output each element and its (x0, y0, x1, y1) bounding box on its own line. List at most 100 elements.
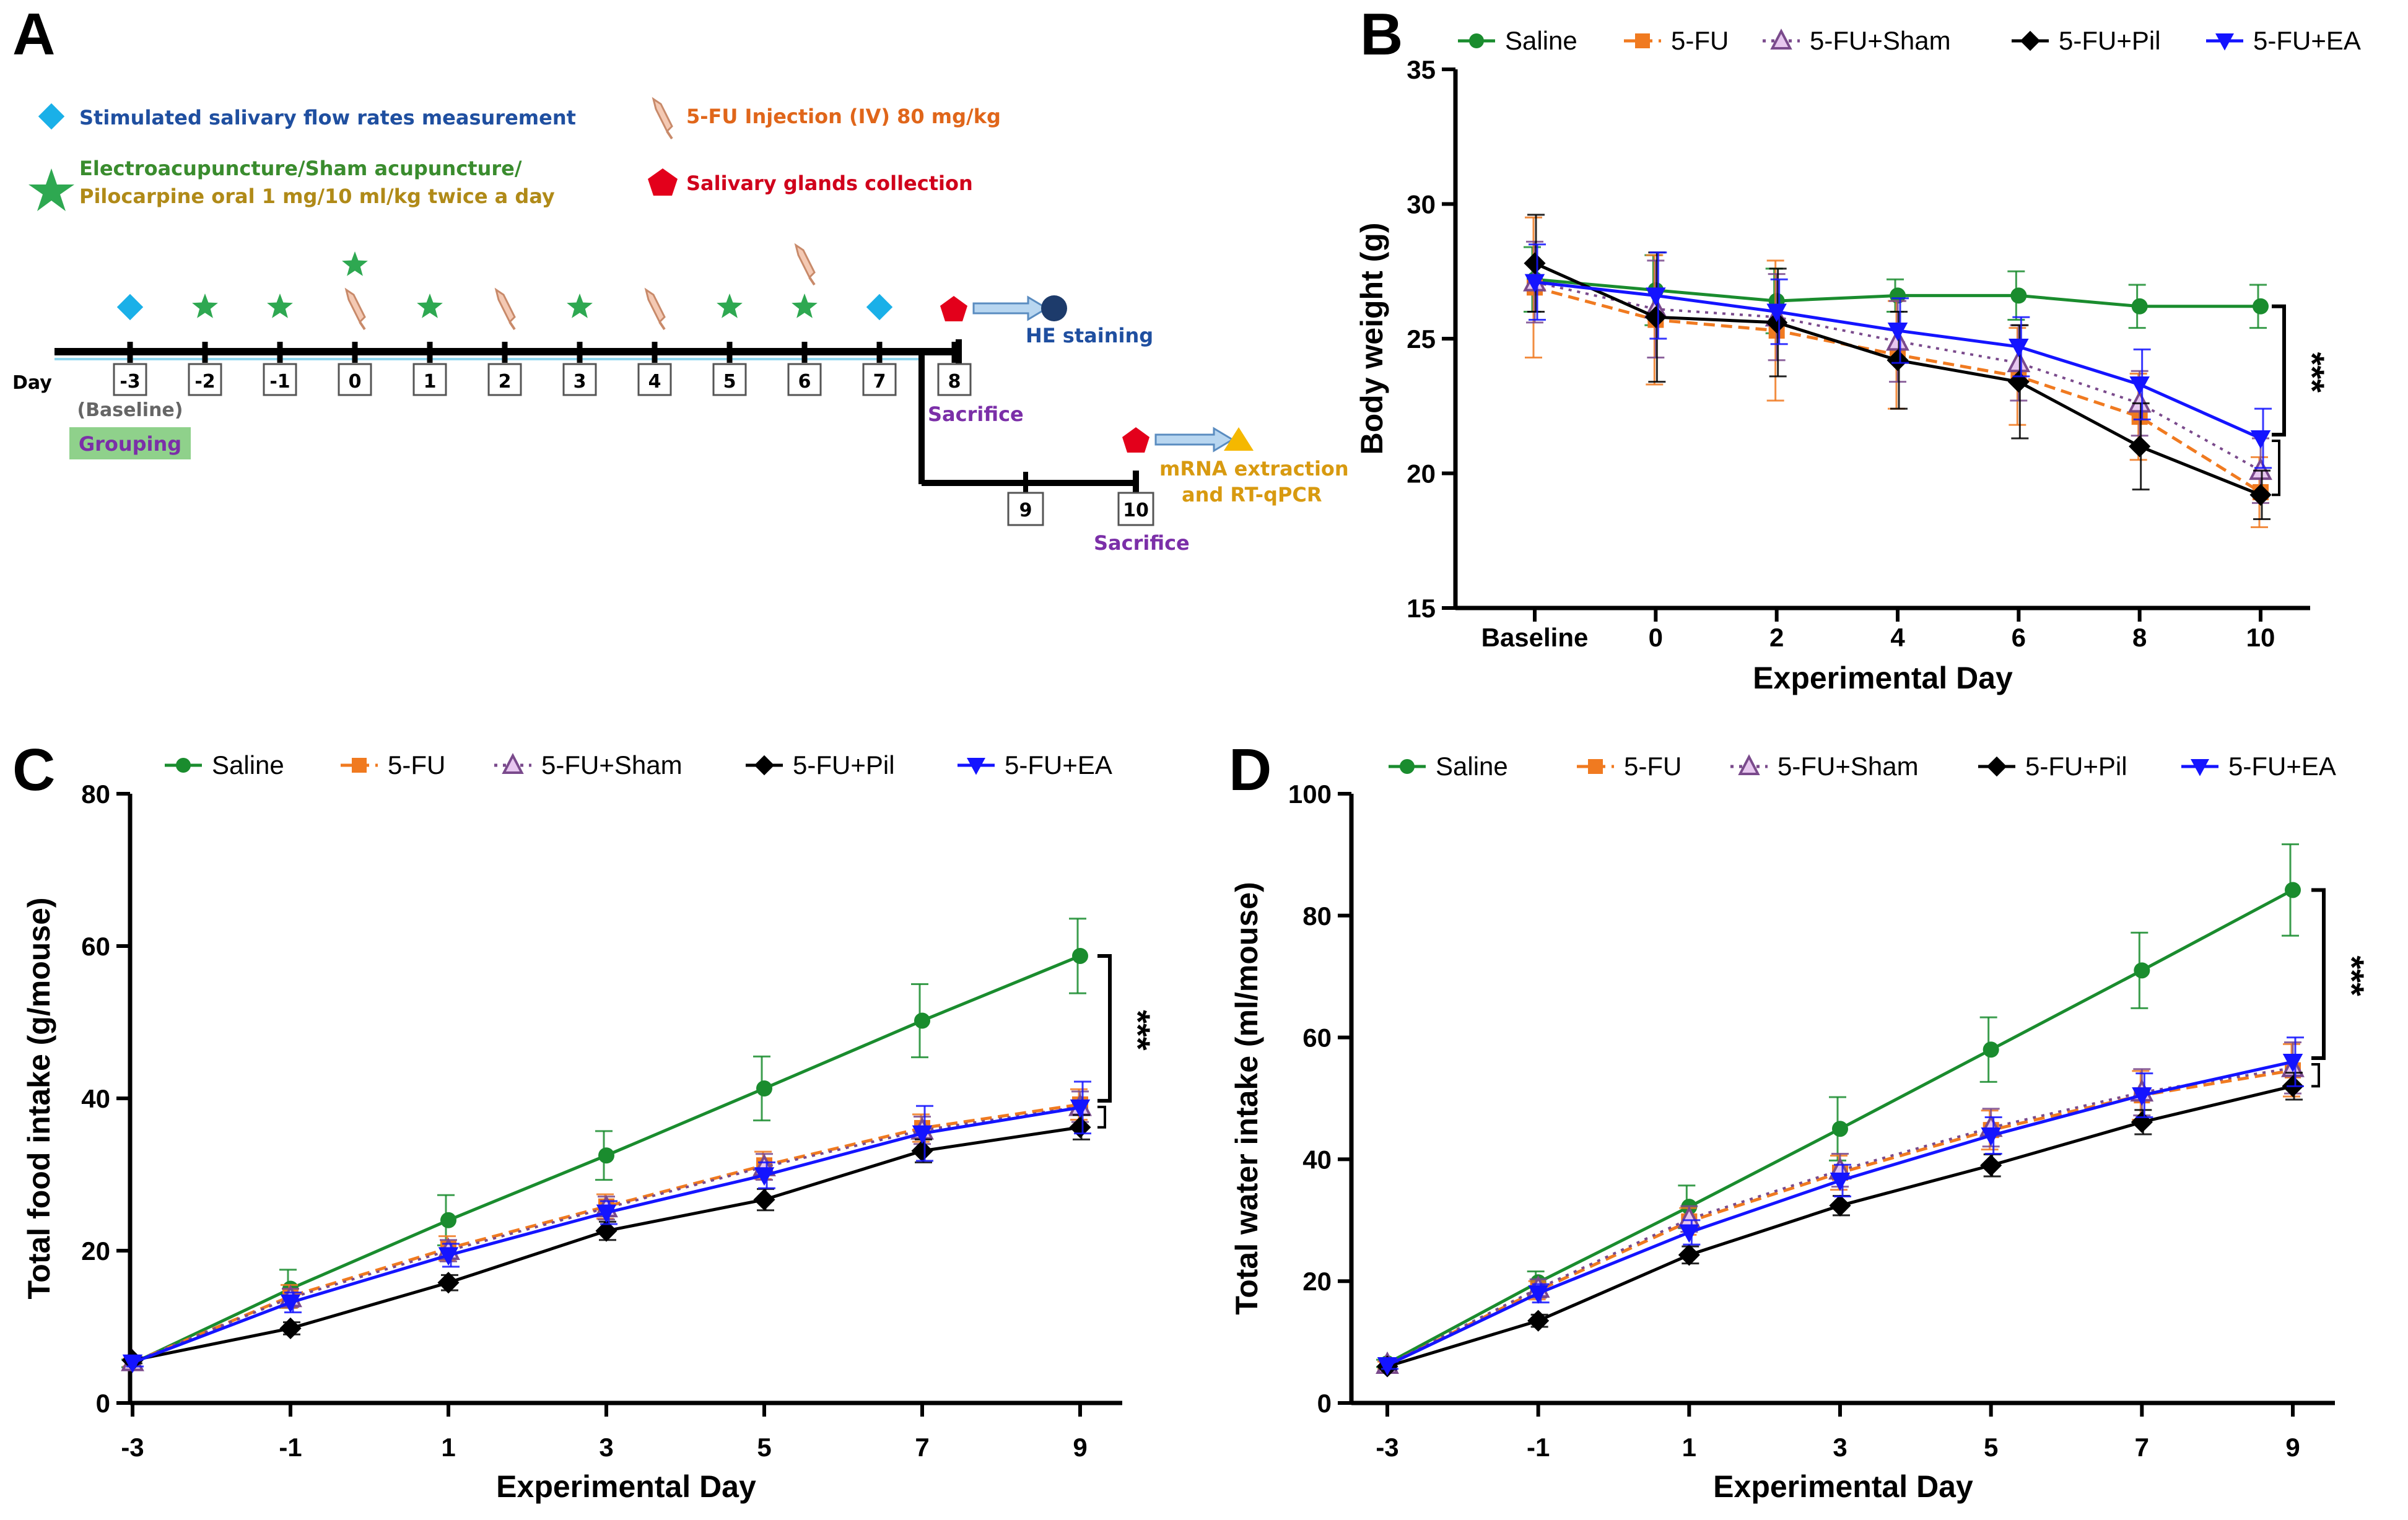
baseline-label: (Baseline) (77, 399, 183, 421)
y-tick-label: 15 (1407, 594, 1436, 623)
x-tick-label: 7 (915, 1433, 929, 1462)
x-tick-label: 3 (1833, 1433, 1847, 1462)
legend-item: 5-FU+EA (958, 750, 1112, 780)
data-point-marker (1678, 1244, 1700, 1266)
series-5-fu-pil (1376, 1072, 2304, 1378)
data-point-marker (2249, 484, 2272, 506)
data-point-marker (1832, 1121, 1848, 1137)
y-tick-label: 0 (1317, 1389, 1332, 1418)
data-point-marker (2009, 339, 2029, 357)
legend-item: Saline (165, 750, 284, 780)
data-point-marker (1770, 28, 1792, 50)
significance-label: *** (1119, 1010, 1158, 1051)
x-axis-title: Experimental Day (1753, 661, 2013, 695)
y-tick-label: 25 (1407, 324, 1436, 354)
data-point-marker (912, 1125, 933, 1144)
data-point-marker (1644, 306, 1667, 328)
x-tick-label: 10 (2246, 623, 2275, 652)
day-box (862, 363, 897, 396)
x-tick-label: 1 (441, 1433, 455, 1462)
x-tick-label: 2 (1769, 623, 1784, 652)
day-label-item: 0 (349, 371, 362, 393)
series-5-fu-sham (1523, 240, 2272, 504)
data-point-marker (280, 1294, 301, 1313)
legend-label: 5-FU+EA (2253, 26, 2361, 55)
legend-item: 5-FU+Sham (1763, 26, 1951, 55)
legend-treatment-line2: Pilocarpine oral 1 mg/10 ml/kg twice a d… (79, 185, 555, 208)
data-point-marker (1524, 274, 1545, 293)
data-point-marker (1887, 322, 1908, 341)
day-box (1007, 492, 1044, 526)
x-tick-label: 3 (599, 1433, 613, 1462)
legend-label: 5-FU+Pil (2059, 26, 2161, 55)
x-tick-label: 4 (1890, 623, 1905, 652)
series-5-fu-ea (1377, 1036, 2304, 1376)
data-point-marker (1983, 1041, 1999, 1058)
data-point-marker (1646, 287, 1666, 306)
x-tick-label: 6 (2012, 623, 2026, 652)
flow-rate-diamond-icon (38, 103, 65, 130)
x-tick-label: 9 (1073, 1433, 1087, 1462)
data-point-marker (1766, 303, 1787, 323)
data-point-marker (967, 758, 985, 775)
legend-label: Saline (212, 750, 284, 780)
data-point-marker (352, 758, 367, 773)
y-tick-label: 0 (96, 1389, 110, 1418)
legend-injection: 5-FU Injection (IV) 80 mg/kg (686, 105, 1001, 128)
legend-item: 5-FU (1577, 752, 1682, 781)
data-point-marker (1766, 311, 1788, 334)
data-point-marker (2191, 759, 2209, 776)
grouping-label: Grouping (79, 432, 181, 456)
day-box (787, 363, 822, 396)
day-label-item: 3 (574, 371, 587, 393)
x-axis-title: Experimental Day (1713, 1469, 1973, 1504)
arrow-icon (1154, 427, 1234, 453)
series-saline (121, 918, 1088, 1372)
data-point-marker (1830, 1172, 1851, 1191)
panel-b-body-weight: B 15 20 25 30 35 Baseline 0 2 4 6 8 10 Experimental … (1354, 1, 2361, 695)
day-box (637, 363, 672, 396)
panel-letter-b: B (1360, 1, 1403, 67)
treatment-star-icon (792, 293, 818, 318)
y-tick-label: 80 (1302, 901, 1332, 931)
flow-rate-diamond-icon (116, 293, 144, 321)
treatment-star-icon (567, 293, 593, 318)
x-tick-label: 9 (2285, 1433, 2300, 1462)
collection-pentagon-icon (648, 168, 678, 196)
panel-d-water-intake: D 0 20 40 60 80 100 -3 -1 1 3 5 7 9 Experimental Day T… (1229, 737, 2371, 1504)
x-tick-label: -1 (1527, 1433, 1550, 1462)
injection-syringe-icon (652, 97, 673, 140)
data-point-marker (914, 1012, 930, 1029)
data-point-marker (2010, 287, 2027, 304)
x-tick-label: Baseline (1481, 623, 1589, 652)
day-box (188, 363, 222, 396)
legend-item: 5-FU+EA (2206, 26, 2361, 55)
legend-flow-rate: Stimulated salivary flow rates measureme… (79, 106, 576, 129)
data-point-marker (2132, 1087, 2152, 1106)
data-point-marker (2134, 962, 2150, 979)
significance-label: *** (2332, 956, 2371, 997)
legend-label: 5-FU+EA (1005, 750, 1112, 780)
y-tick-label: 60 (81, 932, 110, 961)
data-point-marker (1524, 252, 1546, 274)
series-5-fu-pil (1524, 214, 2272, 520)
he-staining-circle-icon (1041, 295, 1067, 321)
treatment-star-icon (417, 293, 443, 318)
data-point-marker (2282, 1053, 2303, 1072)
y-tick-label: 60 (1302, 1023, 1332, 1053)
panel-letter-c: C (12, 737, 55, 803)
data-point-marker (2129, 435, 2151, 458)
treatment-star-icon (267, 293, 293, 318)
y-tick-label: 20 (81, 1236, 110, 1266)
legend-item: 5-FU+Pil (746, 750, 895, 780)
legend-treatment-line1: Electroacupuncture/Sham acupuncture/ (79, 157, 522, 180)
panel-letter-d: D (1229, 737, 1272, 803)
data-point-marker (2249, 457, 2272, 480)
y-tick-label: 40 (81, 1084, 110, 1113)
data-point-marker (176, 758, 191, 773)
series-saline (1376, 843, 2301, 1372)
timeline-legend: Stimulated salivary flow rates measureme… (28, 97, 1001, 211)
data-point-marker (1528, 1285, 1548, 1304)
significance-label: *** (2293, 352, 2332, 393)
